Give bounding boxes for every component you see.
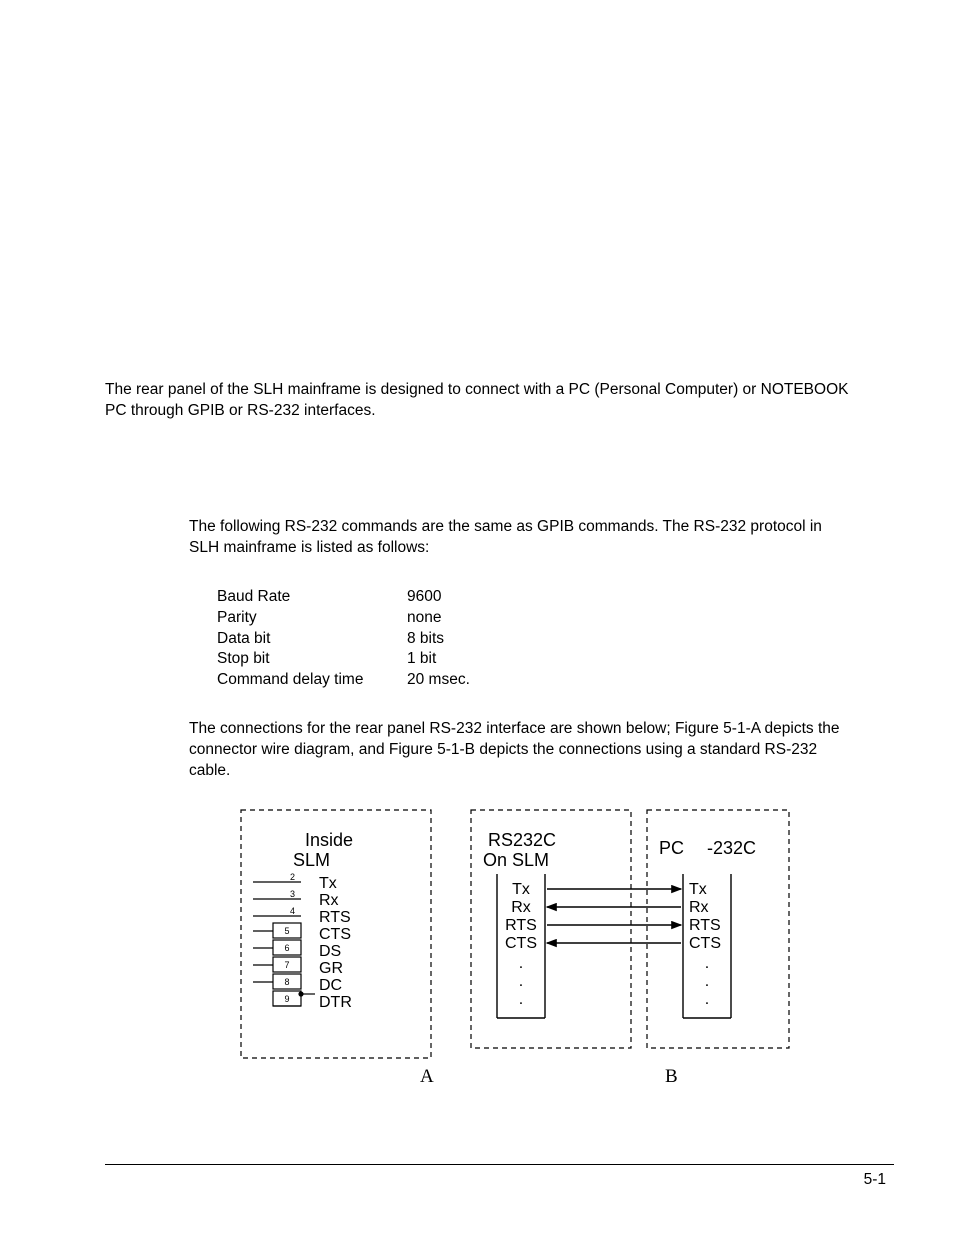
table-row: Stop bit 1 bit: [217, 649, 849, 670]
rs232-paragraph: The following RS-232 commands are the sa…: [189, 517, 849, 559]
panel-b-right-title-2: -232C: [707, 838, 756, 858]
dot: .: [519, 955, 523, 972]
spec-label: Data bit: [217, 629, 407, 650]
panel-a-signals: Tx Rx RTS CTS DS GR DC DTR: [319, 875, 352, 1011]
signal-label: GR: [319, 960, 343, 977]
panel-b-left-title-2: On SLM: [483, 850, 549, 870]
panel-b-right-title-1: PC: [659, 838, 684, 858]
signal-label: Tx: [512, 881, 530, 898]
intro-paragraph: The rear panel of the SLH mainframe is d…: [105, 380, 849, 422]
panel-a-title-1: Inside: [305, 830, 353, 850]
pin-num: 5: [284, 926, 289, 936]
signal-label: DTR: [319, 994, 352, 1011]
signal-label: CTS: [505, 935, 537, 952]
pin-num: 2: [290, 872, 295, 882]
rs232-figure: Inside SLM 2 3 4 5 6 7 8: [235, 804, 795, 1064]
signal-label: RTS: [689, 917, 721, 934]
signal-label: DS: [319, 943, 341, 960]
panel-b-left-title-1: RS232C: [488, 830, 556, 850]
figure-labels: A B: [235, 1064, 849, 1092]
figure-b-label: B: [665, 1066, 678, 1088]
spec-label: Command delay time: [217, 670, 407, 691]
table-row: Data bit 8 bits: [217, 629, 849, 650]
page: The rear panel of the SLH mainframe is d…: [0, 0, 954, 1235]
signal-label: Tx: [319, 875, 337, 892]
pin-num: 7: [284, 960, 289, 970]
panel-a-title-2: SLM: [293, 850, 330, 870]
signal-label: Rx: [511, 899, 531, 916]
pin-num: 8: [284, 977, 289, 987]
footer-rule: [105, 1164, 894, 1165]
spec-value: 9600: [407, 587, 441, 608]
pin-num: 4: [290, 906, 295, 916]
table-row: Baud Rate 9600: [217, 587, 849, 608]
signal-label: CTS: [689, 935, 721, 952]
spec-label: Baud Rate: [217, 587, 407, 608]
spec-value: 1 bit: [407, 649, 436, 670]
signal-label: RTS: [319, 909, 351, 926]
spec-label: Parity: [217, 608, 407, 629]
spec-value: 8 bits: [407, 629, 444, 650]
rs232-spec-table: Baud Rate 9600 Parity none Data bit 8 bi…: [217, 587, 849, 692]
spec-value: none: [407, 608, 441, 629]
panel-b-left-signals: Tx Rx RTS CTS . . .: [505, 881, 537, 1008]
page-number: 5-1: [864, 1171, 886, 1189]
dot: .: [519, 991, 523, 1008]
pin-num: 9: [284, 994, 289, 1004]
dot: .: [519, 973, 523, 990]
signal-label: Tx: [689, 881, 707, 898]
spec-label: Stop bit: [217, 649, 407, 670]
panel-b-right-signals: Tx Rx RTS CTS . . .: [689, 881, 721, 1008]
panel-a-pins: 2 3 4 5 6 7 8 9: [253, 872, 315, 1006]
connections-paragraph: The connections for the rear panel RS-23…: [189, 719, 849, 782]
dot: .: [705, 955, 709, 972]
dot: .: [705, 973, 709, 990]
figure-a-label: A: [420, 1066, 434, 1088]
pin-num: 6: [284, 943, 289, 953]
panel-b-arrows: [547, 889, 681, 943]
dot: .: [705, 991, 709, 1008]
table-row: Parity none: [217, 608, 849, 629]
signal-label: Rx: [689, 899, 709, 916]
signal-label: RTS: [505, 917, 537, 934]
signal-label: CTS: [319, 926, 351, 943]
pin-num: 3: [290, 889, 295, 899]
signal-label: Rx: [319, 892, 339, 909]
spec-value: 20 msec.: [407, 670, 470, 691]
table-row: Command delay time 20 msec.: [217, 670, 849, 691]
signal-label: DC: [319, 977, 342, 994]
